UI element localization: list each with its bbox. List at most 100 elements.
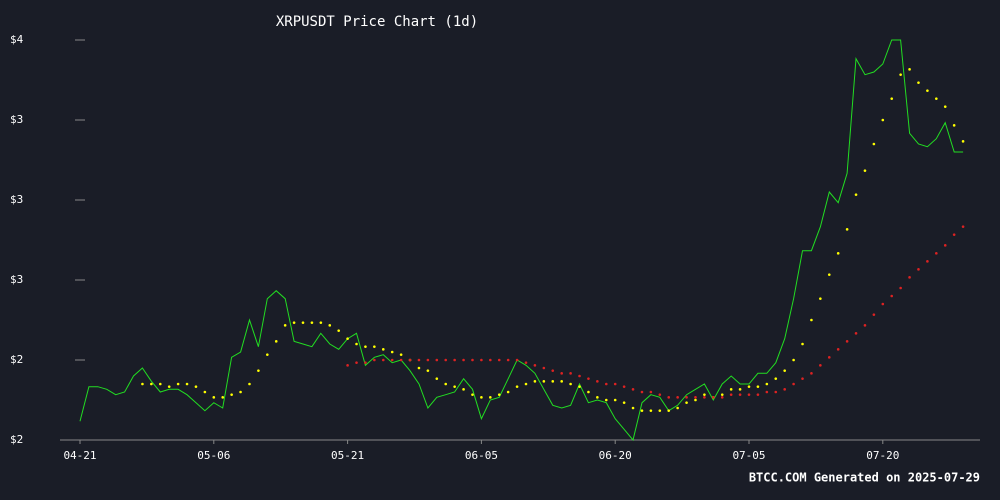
indicator-dot [863,324,867,327]
indicator-dot [765,382,769,386]
indicator-dot [248,382,251,386]
indicator-dot [756,385,760,388]
indicator-dot [845,228,849,231]
y-tick-label: $4 [10,33,24,46]
indicator-dot [836,348,840,351]
indicator-dot [426,369,430,372]
indicator-dot [854,193,858,196]
indicator-dot [417,366,421,370]
indicator-dot [569,382,572,386]
indicator-dot [783,388,786,391]
indicator-dot [292,321,296,324]
indicator-dot [587,377,590,380]
indicator-dot [542,366,546,370]
indicator-dot [506,390,510,394]
indicator-dot [266,353,269,356]
indicator-dot [560,380,563,383]
footer: BTCC.COM Generated on 2025-07-29 [749,471,980,485]
indicator-dot [533,380,537,383]
indicator-dot [596,396,599,399]
indicator-dot [810,318,813,322]
indicator-dot [943,244,947,247]
indicator-dot [631,406,635,410]
indicator-dot [257,369,260,372]
x-tick-label: 05-06 [197,449,230,462]
indicator-dot [524,382,528,386]
indicator-dot [819,297,822,300]
indicator-dot [337,329,340,332]
x-tick-label: 07-05 [732,449,765,462]
y-tick-label: $2 [10,433,23,446]
indicator-dot [158,382,162,386]
indicator-dot [471,393,474,396]
indicator-dot [729,393,733,396]
indicator-dot [203,390,207,394]
indicator-dot [346,364,349,367]
y-tick-label: $3 [10,273,23,286]
x-tick-label: 05-21 [331,449,364,462]
indicator-dot [328,324,332,327]
indicator-dot [756,393,760,396]
indicator-dot [560,372,563,375]
indicator-dot [613,382,617,386]
indicator-dot [952,124,956,127]
indicator-dot [596,380,599,383]
indicator-dot [613,398,617,402]
indicator-dot [551,380,555,383]
indicator-dot [399,358,403,362]
indicator-dot [283,324,287,327]
indicator-dot [399,353,403,356]
indicator-dot [676,406,679,410]
indicator-dot [720,393,724,396]
indicator-dot [881,118,885,122]
indicator-dot [819,364,822,367]
indicator-dot [935,97,938,100]
indicator-dot [622,385,626,388]
indicator-dot [364,361,367,364]
indicator-dot [310,321,314,324]
indicator-dot [640,390,644,394]
indicator-dot [426,358,430,362]
indicator-dot [827,356,831,359]
indicator-dot [176,382,180,386]
indicator-dot [390,358,394,362]
indicator-dot [908,68,911,71]
indicator-dot [480,396,483,399]
indicator-dot [845,340,849,343]
indicator-dot [667,409,671,412]
indicator-dot [435,358,439,362]
y-tick-label: $3 [10,113,23,126]
indicator-dot [961,225,965,228]
indicator-dot [604,398,608,402]
indicator-dot [604,382,608,386]
indicator-dot [649,390,653,394]
indicator-dot [658,409,662,412]
indicator-dot [890,294,894,298]
indicator-dot [185,382,189,386]
indicator-dot [355,361,358,364]
indicator-dot [194,385,198,388]
indicator-dot [471,358,474,362]
indicator-dot [703,393,706,396]
x-tick-label: 04-21 [63,449,96,462]
indicator-dot [747,393,751,396]
indicator-dot [926,89,929,92]
indicator-dot [676,396,679,399]
indicator-dot [212,396,216,399]
indicator-dot [497,393,501,396]
indicator-dot [703,396,706,399]
indicator-dot [489,396,492,399]
indicator-dot [961,140,965,143]
indicator-dot [720,396,724,399]
indicator-dot [801,342,804,346]
indicator-dot [480,358,483,362]
indicator-dot [301,321,305,324]
indicator-dot [462,358,465,362]
indicator-dot [836,252,840,255]
indicator-dot [747,385,751,388]
indicator-dot [935,252,938,255]
indicator-dot [497,358,501,362]
indicator-dot [462,388,465,391]
x-tick-label: 06-20 [599,449,632,462]
indicator-dot [738,393,742,396]
